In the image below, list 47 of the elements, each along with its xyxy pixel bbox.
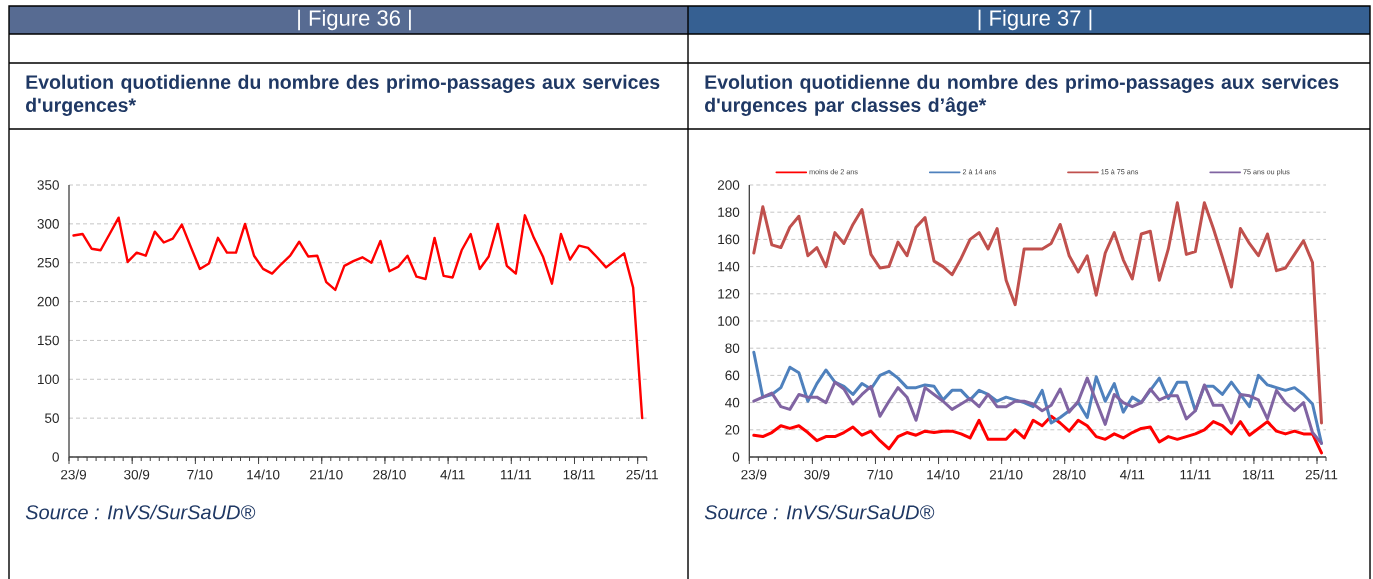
- x-tick-label: 21/10: [310, 469, 343, 480]
- x-tick-label: 30/9: [124, 469, 150, 480]
- x-tick-label: 11/11: [1180, 469, 1211, 480]
- x-tick-label: 7/10: [867, 469, 893, 480]
- y-tick-label: 60: [725, 370, 740, 381]
- y-tick-label: 40: [725, 397, 740, 408]
- text: | Figure 36 |: [298, 9, 411, 31]
- source-note: Source : InVS/SurSaUD®: [704, 504, 935, 520]
- y-tick-label: 50: [44, 413, 59, 423]
- x-tick-label: 23/9: [741, 469, 767, 480]
- y-tick-label: 120: [718, 289, 740, 299]
- y-tick-label: 250: [37, 257, 59, 268]
- x-tick-label: 7/10: [187, 469, 213, 480]
- x-tick-label: 4/11: [440, 469, 465, 480]
- chart-title: Evolution quotidienne du nombre des primo-passages aux services d'urgences par classes d’âge*: [705, 74, 1339, 116]
- line-series: [752, 376, 1324, 445]
- x-tick-label: 14/10: [927, 469, 960, 480]
- text: | Figure 37 |: [978, 9, 1092, 31]
- y-tick-label: 100: [37, 374, 59, 385]
- y-tick-label: 300: [37, 219, 59, 229]
- y-tick-label: 200: [37, 296, 59, 307]
- chart-title: Evolution quotidienne du nombre des primo-passages aux services d'urgences*: [26, 74, 660, 116]
- line-series: [72, 214, 644, 420]
- y-tick-label: 180: [718, 207, 740, 217]
- y-tick-label: 100: [718, 316, 740, 326]
- x-tick-label: 28/10: [1052, 469, 1086, 480]
- y-tick-label: 0: [732, 452, 740, 462]
- x-tick-label: 11/11: [500, 469, 532, 480]
- x-tick-label: 18/11: [563, 469, 595, 480]
- x-tick-label: 18/11: [1243, 469, 1275, 480]
- x-tick-label: 30/9: [804, 469, 830, 480]
- y-tick-label: 350: [37, 180, 59, 190]
- x-tick-label: 25/11: [1305, 469, 1338, 480]
- y-tick-label: 0: [52, 452, 59, 462]
- y-tick-label: 160: [718, 234, 740, 245]
- y-tick-label: 20: [725, 425, 740, 435]
- source-note: Source : InVS/SurSaUD®: [25, 504, 256, 520]
- y-tick-label: 80: [725, 343, 740, 353]
- x-tick-label: 25/11: [626, 469, 658, 480]
- x-tick-label: 28/10: [373, 469, 406, 480]
- x-tick-label: 4/11: [1119, 469, 1145, 480]
- y-tick-label: 140: [718, 261, 740, 272]
- x-tick-label: 14/10: [247, 469, 280, 480]
- x-tick-label: 21/10: [989, 469, 1023, 480]
- y-tick-label: 150: [37, 335, 59, 346]
- x-tick-label: 23/9: [61, 469, 87, 480]
- y-tick-label: 200: [717, 180, 740, 190]
